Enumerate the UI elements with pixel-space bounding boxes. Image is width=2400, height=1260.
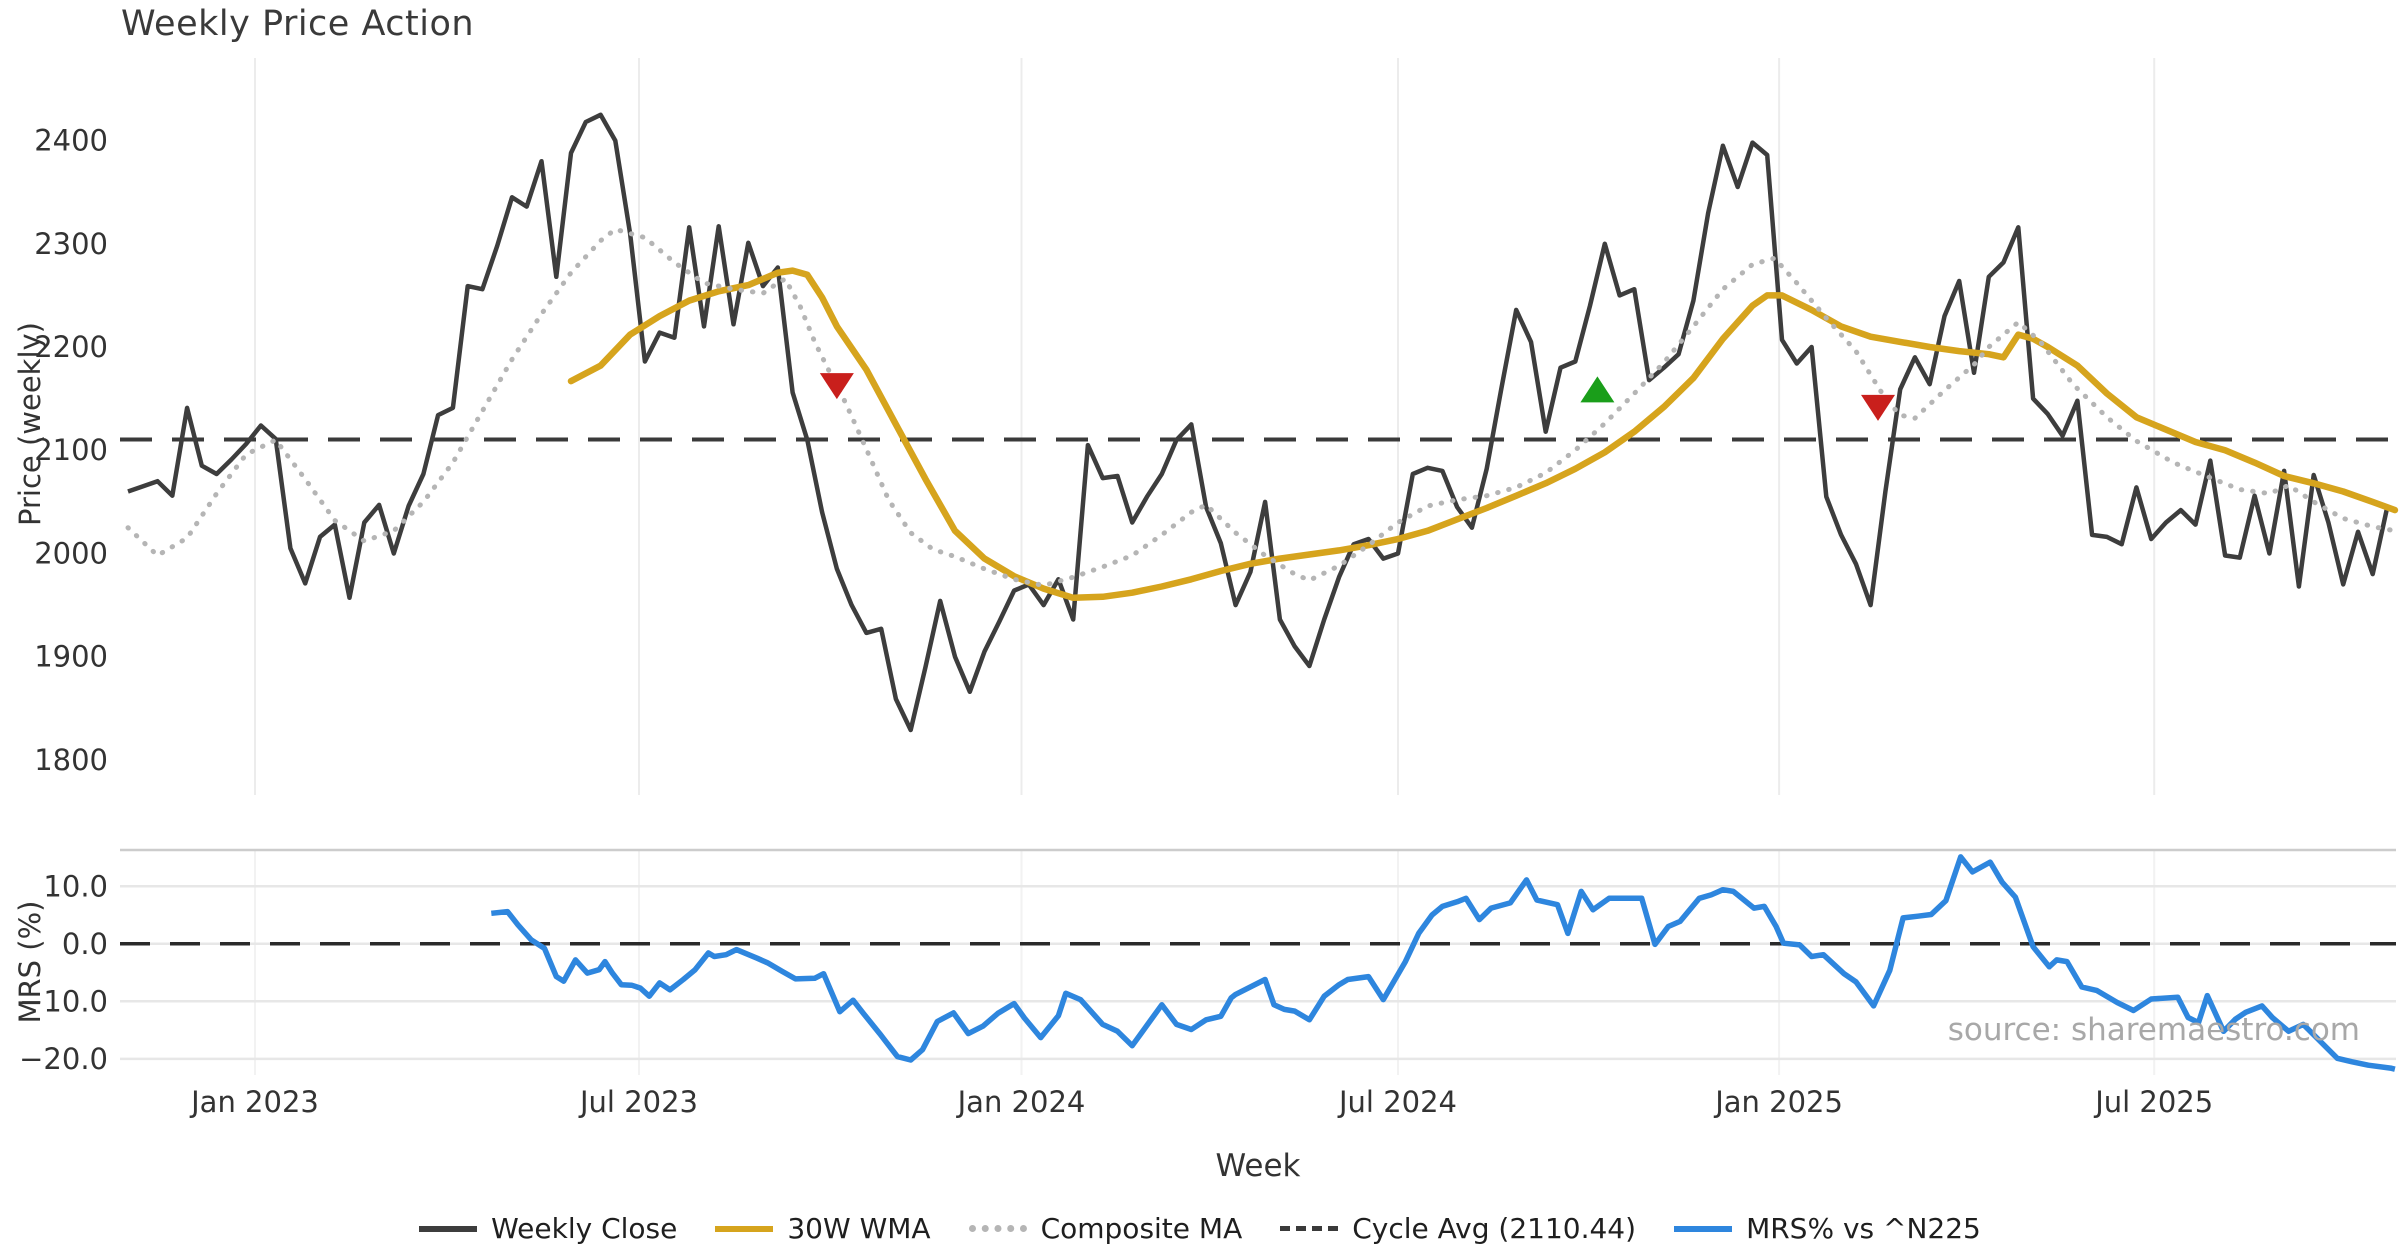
x-tick-label: Jan 2023	[189, 1085, 319, 1119]
buy-signal-marker	[1580, 376, 1615, 403]
x-tick-label: Jul 2025	[2093, 1085, 2213, 1119]
sell-signal-marker	[1861, 394, 1896, 421]
mrs-ytick-label: −10.0	[19, 984, 108, 1018]
weekly-close-line	[127, 112, 2390, 733]
legend-swatch-solid	[419, 1225, 478, 1232]
legend-swatch-solid	[1674, 1225, 1733, 1232]
price-ytick-label: 2200	[34, 330, 108, 364]
x-tick-label: Jul 2023	[578, 1085, 698, 1119]
x-axis-label: Week	[1215, 1148, 1301, 1184]
legend-swatch-solid	[715, 1225, 774, 1232]
source-watermark: source: sharemaestro.com	[1947, 1012, 2360, 1048]
mrs-line	[491, 854, 2396, 1072]
price-axis-label: Price (weekly)	[13, 321, 47, 527]
mrs-ytick-label: −20.0	[19, 1042, 108, 1076]
legend-label: Cycle Avg (2110.44)	[1352, 1212, 1637, 1245]
price-ytick-label: 2000	[34, 537, 108, 571]
composite-ma-line	[125, 226, 2398, 589]
legend-swatch-dashed	[1280, 1226, 1339, 1231]
legend-item: Cycle Avg (2110.44)	[1280, 1212, 1636, 1245]
legend-label: Composite MA	[1040, 1212, 1243, 1245]
price-ytick-label: 2100	[34, 433, 108, 467]
mrs-axis-label: MRS (%)	[13, 900, 47, 1024]
legend-item: MRS% vs ^N225	[1674, 1212, 1981, 1245]
x-tick-label: Jul 2024	[1337, 1085, 1457, 1119]
legend-item: Composite MA	[968, 1212, 1243, 1245]
legend-item: Weekly Close	[419, 1212, 677, 1245]
wma-30w-line	[567, 267, 2399, 602]
legend-label: Weekly Close	[491, 1212, 678, 1245]
legend-label: 30W WMA	[787, 1212, 931, 1245]
sell-signal-marker	[819, 373, 854, 400]
mrs-ytick-label: 10.0	[43, 869, 108, 903]
legend: Weekly Close 30W WMA Composite MA Cycle Avg…	[0, 1212, 2400, 1245]
legend-item: 30W WMA	[715, 1212, 931, 1245]
mrs-ytick-label: 0.0	[62, 927, 108, 961]
price-ytick-label: 2300	[34, 227, 108, 261]
chart-title: Weekly Price Action	[121, 4, 475, 44]
price-ytick-label: 1800	[34, 743, 108, 777]
price-ytick-label: 1900	[34, 640, 108, 674]
price-ytick-label: 2400	[34, 124, 108, 158]
legend-label: MRS% vs ^N225	[1746, 1212, 1981, 1245]
x-tick-label: Jan 2025	[1713, 1085, 1843, 1119]
legend-swatch-dotted	[968, 1225, 1027, 1232]
x-tick-label: Jan 2024	[956, 1085, 1086, 1119]
